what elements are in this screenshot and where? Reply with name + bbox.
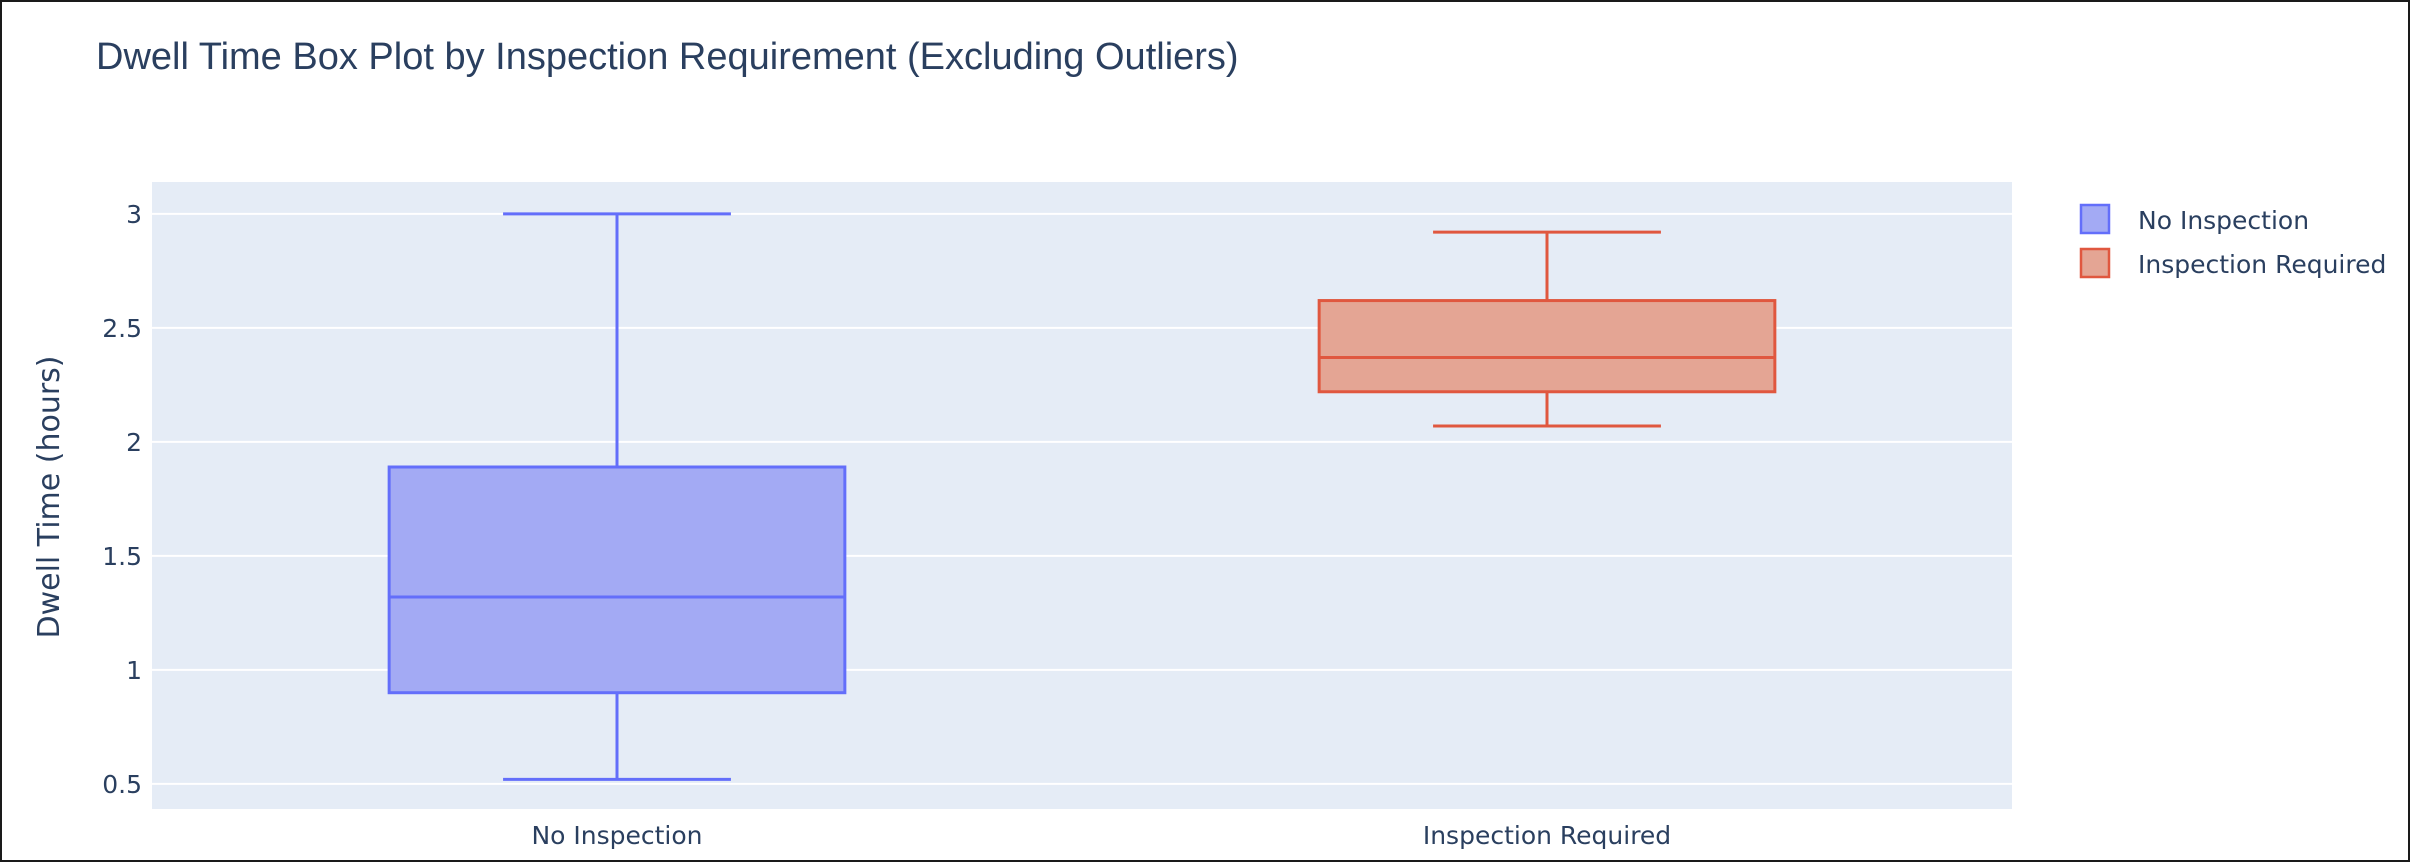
x-tick-label: Inspection Required [1423,821,1671,850]
legend-item[interactable]: Inspection Required [2079,247,2386,279]
legend-swatch [2079,203,2111,235]
box-series [1317,230,1777,428]
legend-label: Inspection Required [2138,250,2386,279]
boxes [387,212,1777,781]
y-axis-ticks: 0.5 1 1.5 2 2.5 3 [102,200,142,799]
y-tick-label: 0.5 [102,770,142,799]
y-tick-label: 1 [126,656,142,685]
legend-item[interactable]: No Inspection [2079,203,2309,235]
legend: No Inspection Inspection Required [2079,203,2386,279]
chart-title: Dwell Time Box Plot by Inspection Requir… [96,36,1239,78]
y-tick-label: 1.5 [102,542,142,571]
x-tick-label: No Inspection [531,821,702,850]
box-series [387,212,847,781]
y-tick-label: 2 [126,428,142,457]
legend-label: No Inspection [2138,206,2309,235]
iqr-box [1317,299,1777,394]
x-axis-ticks: No Inspection Inspection Required [531,821,1671,850]
y-axis-title: Dwell Time (hours) [32,355,67,638]
iqr-box [387,465,847,695]
y-tick-label: 3 [126,200,142,229]
legend-swatch [2079,247,2111,279]
y-tick-label: 2.5 [102,314,142,343]
